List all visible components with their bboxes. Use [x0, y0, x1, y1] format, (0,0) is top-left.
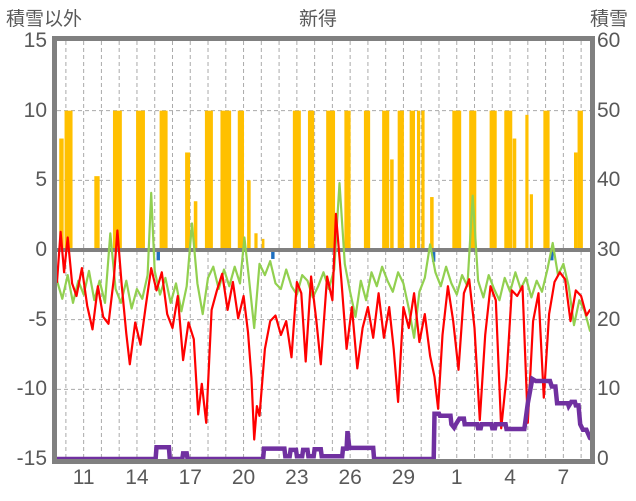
- x-axis-tick: 29: [391, 466, 416, 489]
- right-axis-tick: 10: [597, 377, 621, 401]
- sunshine-bar: [159, 110, 168, 251]
- red-line: [55, 212, 592, 441]
- sunshine-bar: [247, 180, 251, 250]
- sunshine-bar: [397, 110, 404, 251]
- left-axis-tick: -15: [16, 447, 47, 470]
- x-axis-tick: 7: [557, 466, 570, 489]
- green-line: [55, 182, 592, 339]
- left-axis-tick: -5: [28, 307, 47, 331]
- sunshine-bar: [529, 194, 533, 250]
- right-axis-tick: 30: [597, 238, 621, 261]
- right-axis-tick: 50: [597, 98, 621, 122]
- left-axis-tick: -10: [16, 377, 47, 401]
- x-axis-tick: 26: [338, 466, 362, 489]
- sunshine-bar: [94, 176, 100, 250]
- sunshine-bar: [504, 110, 513, 251]
- sunshine-bar: [416, 110, 421, 251]
- snow-depth-line: [54, 375, 593, 462]
- x-axis-tick: 23: [285, 466, 309, 489]
- right-axis-tick: 60: [597, 29, 621, 52]
- sunshine-bar: [261, 238, 265, 250]
- sunshine-bar: [326, 110, 336, 251]
- precip-tick: [271, 252, 275, 259]
- sunshine-bar: [390, 159, 394, 250]
- sunshine-bar: [382, 110, 390, 251]
- right-axis-tick: 20: [597, 307, 621, 331]
- precip-tick: [156, 252, 160, 261]
- sunshine-bar: [185, 152, 191, 250]
- sunshine-bar: [307, 110, 315, 251]
- right-axis-tick: 40: [597, 168, 621, 192]
- sunshine-bar: [193, 201, 198, 250]
- sunshine-bar: [489, 110, 497, 251]
- chart-title: 新得: [298, 9, 337, 30]
- left-axis-tick: 10: [23, 98, 47, 122]
- sunshine-bar: [344, 110, 351, 251]
- precip-tick: [431, 252, 436, 262]
- x-axis-tick: 11: [72, 466, 95, 489]
- precip-tick: [550, 252, 554, 261]
- left-axis-tick: 15: [23, 29, 47, 52]
- sunshine-bar: [363, 110, 371, 251]
- sunshine-bar: [469, 110, 477, 251]
- x-axis-tick: 17: [178, 466, 202, 489]
- sunshine-bar: [112, 110, 122, 251]
- sunshine-bar: [292, 110, 301, 251]
- sunshine-bar: [136, 110, 145, 251]
- right-axis-tick: 0: [597, 447, 609, 470]
- sunshine-bar: [452, 110, 462, 251]
- x-axis-tick: 4: [504, 466, 516, 489]
- sunshine-bar: [409, 110, 415, 251]
- sunshine-bar: [421, 110, 425, 251]
- sunshine-bar: [430, 197, 434, 250]
- sunshine-bar: [59, 138, 64, 250]
- sunshine-bar: [204, 110, 213, 251]
- right-axis-title: 積雪: [589, 9, 628, 30]
- x-axis-tick: 14: [125, 466, 149, 489]
- sunshine-bar: [512, 138, 517, 250]
- plot-frame: [52, 36, 595, 464]
- x-axis-tick: 1: [450, 466, 463, 489]
- sunshine-bar: [220, 110, 232, 251]
- sunshine-bar: [525, 114, 529, 250]
- left-axis-title: 積雪以外: [6, 9, 83, 30]
- sunshine-bar: [543, 110, 550, 251]
- sunshine-bar: [574, 152, 578, 250]
- sunshine-bar: [254, 233, 258, 250]
- sunshine-bar: [237, 110, 244, 251]
- x-axis-tick: 20: [231, 466, 256, 489]
- left-axis-tick: 5: [35, 168, 47, 192]
- sunshine-bar: [577, 110, 583, 251]
- left-axis-tick: 0: [35, 238, 47, 261]
- sunshine-bar: [64, 110, 73, 251]
